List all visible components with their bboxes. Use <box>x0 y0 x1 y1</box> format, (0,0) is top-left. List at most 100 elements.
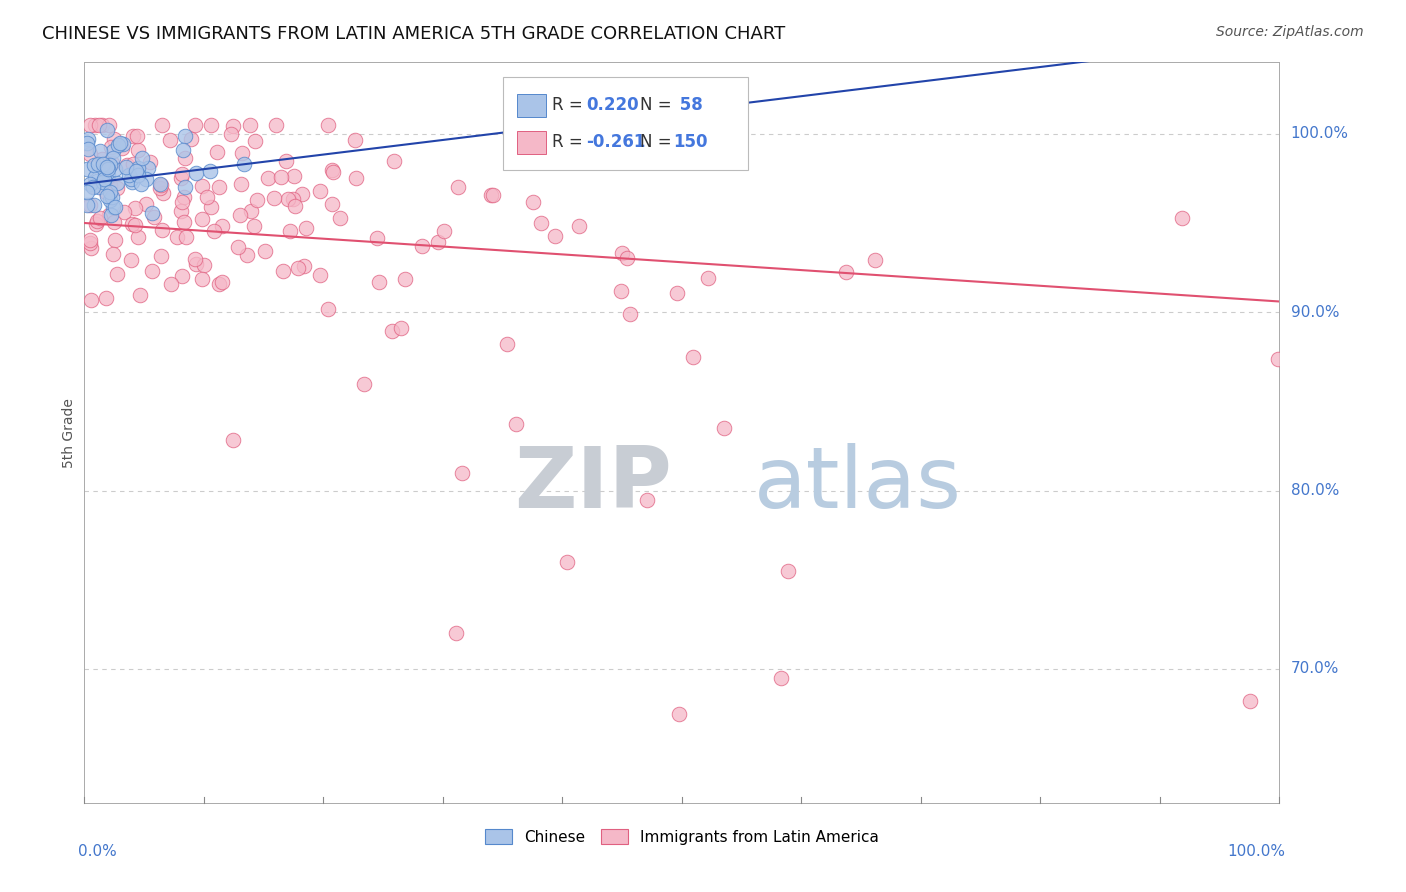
Point <box>111 141 134 155</box>
Point <box>176 229 198 244</box>
Point <box>91 152 114 166</box>
Point <box>96 123 118 137</box>
Point <box>125 129 148 144</box>
Point <box>287 261 309 276</box>
Point <box>101 247 124 261</box>
Point <box>107 138 129 153</box>
Point <box>451 466 474 480</box>
Point <box>139 155 162 169</box>
Point <box>173 190 195 204</box>
Point <box>433 224 456 238</box>
Point <box>101 151 124 165</box>
Point <box>444 626 467 640</box>
Text: 70.0%: 70.0% <box>1291 662 1339 676</box>
Point <box>120 171 142 186</box>
Point <box>98 178 121 192</box>
Point <box>186 166 208 180</box>
Point <box>198 164 221 178</box>
Text: 100.0%: 100.0% <box>1227 844 1285 858</box>
Point <box>150 178 173 193</box>
Point <box>127 230 149 244</box>
Point <box>105 180 128 194</box>
Point <box>124 218 146 232</box>
Point <box>82 179 104 194</box>
Point <box>264 118 287 132</box>
Text: 80.0%: 80.0% <box>1291 483 1339 498</box>
Point <box>118 168 141 182</box>
Point <box>211 275 233 289</box>
Point <box>544 229 567 244</box>
Point <box>141 206 163 220</box>
Point <box>103 201 125 215</box>
Point <box>98 208 121 222</box>
Point <box>183 252 205 266</box>
Point <box>104 162 127 177</box>
Point <box>616 251 638 265</box>
Point <box>367 275 389 289</box>
Point <box>211 219 233 233</box>
Point <box>427 235 450 249</box>
Point <box>263 191 285 205</box>
Point <box>713 421 735 435</box>
Point <box>231 145 253 160</box>
Point <box>769 671 792 685</box>
Point <box>243 134 266 148</box>
Point <box>149 177 172 191</box>
Point <box>668 706 690 721</box>
Point <box>104 233 127 247</box>
Point <box>612 246 634 260</box>
Point <box>87 157 110 171</box>
Point <box>115 160 138 174</box>
Point <box>318 118 340 132</box>
Point <box>180 132 202 146</box>
Point <box>652 131 675 145</box>
Point <box>246 194 269 208</box>
Point <box>186 257 208 271</box>
Point <box>159 277 181 291</box>
Point <box>226 240 249 254</box>
Text: Source: ZipAtlas.com: Source: ZipAtlas.com <box>1216 25 1364 39</box>
Point <box>142 210 165 224</box>
Point <box>200 200 222 214</box>
Point <box>127 168 149 182</box>
Point <box>344 133 367 147</box>
Point <box>86 217 108 231</box>
Point <box>1171 211 1194 226</box>
Point <box>96 291 118 305</box>
Point <box>166 230 188 244</box>
Point <box>83 158 105 172</box>
Point <box>447 180 470 194</box>
Point <box>309 184 332 198</box>
Point <box>135 172 157 186</box>
Point <box>195 190 218 204</box>
Point <box>103 132 125 146</box>
Point <box>219 127 242 141</box>
Point <box>619 307 641 321</box>
Text: -0.261: -0.261 <box>586 134 645 152</box>
Point <box>149 249 172 263</box>
Point <box>124 201 146 215</box>
Point <box>222 434 245 448</box>
Point <box>103 215 125 229</box>
Point <box>173 151 195 165</box>
Point <box>152 186 174 200</box>
Point <box>131 151 153 165</box>
Point <box>697 271 720 285</box>
Point <box>411 238 433 252</box>
Point <box>239 118 262 132</box>
Point <box>254 244 277 258</box>
Point <box>90 118 112 132</box>
Point <box>100 208 122 222</box>
FancyBboxPatch shape <box>517 94 546 117</box>
Text: 0.220: 0.220 <box>586 96 638 114</box>
Point <box>76 132 98 146</box>
Point <box>93 175 115 189</box>
Point <box>190 271 212 285</box>
Point <box>233 157 256 171</box>
Point <box>274 154 297 169</box>
Point <box>108 136 131 151</box>
FancyBboxPatch shape <box>503 78 748 169</box>
Text: N =: N = <box>640 134 676 152</box>
Point <box>98 158 121 172</box>
Point <box>76 136 98 151</box>
